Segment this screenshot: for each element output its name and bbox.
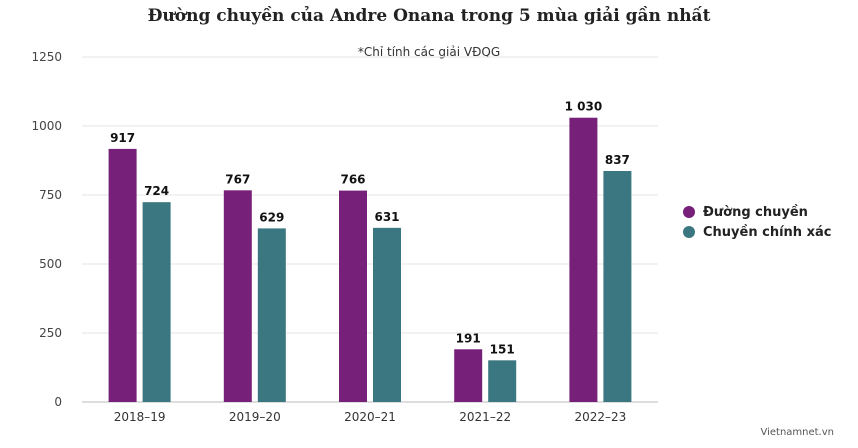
x-tick-label: 2019–20 bbox=[229, 410, 281, 424]
x-tick-label: 2018–19 bbox=[114, 410, 166, 424]
legend-label-accurate-passes: Chuyền chính xác bbox=[703, 224, 832, 240]
bar bbox=[223, 190, 252, 402]
data-label: 631 bbox=[374, 210, 399, 224]
source-credit: Vietnamnet.vn bbox=[760, 427, 834, 438]
y-tick-label: 750 bbox=[39, 188, 62, 202]
bar bbox=[108, 148, 137, 402]
data-label: 1 030 bbox=[565, 100, 603, 114]
x-tick-label: 2021–22 bbox=[459, 410, 511, 424]
bar bbox=[488, 360, 517, 402]
chart-title: Đường chuyền của Andre Onana trong 5 mùa… bbox=[147, 6, 711, 26]
data-label: 724 bbox=[144, 184, 169, 198]
y-tick-label: 1000 bbox=[31, 119, 62, 133]
legend-swatch-accurate-passes bbox=[683, 226, 695, 238]
y-tick-label: 250 bbox=[39, 326, 62, 340]
data-label: 767 bbox=[225, 172, 250, 186]
bar bbox=[339, 190, 367, 402]
chart-subtitle: *Chỉ tính các giải VĐQG bbox=[357, 45, 501, 59]
bar bbox=[569, 117, 598, 402]
bar bbox=[454, 349, 483, 402]
data-label: 191 bbox=[456, 331, 481, 345]
legend-item-passes: Đường chuyền bbox=[683, 202, 831, 222]
data-label: 151 bbox=[490, 342, 515, 356]
data-label: 837 bbox=[605, 153, 630, 167]
y-tick-label: 500 bbox=[39, 257, 62, 271]
legend-label-passes: Đường chuyền bbox=[703, 204, 808, 220]
y-tick-label: 1250 bbox=[31, 50, 62, 64]
bar bbox=[257, 228, 286, 402]
x-tick-label: 2020–21 bbox=[344, 410, 396, 424]
x-tick-label: 2022–23 bbox=[574, 410, 626, 424]
legend-swatch-passes bbox=[683, 206, 695, 218]
data-label: 766 bbox=[340, 173, 365, 187]
legend-item-accurate-passes: Chuyền chính xác bbox=[683, 222, 831, 242]
bar bbox=[373, 227, 401, 402]
data-label: 629 bbox=[259, 210, 284, 224]
bar bbox=[142, 202, 171, 402]
data-label: 917 bbox=[110, 131, 135, 145]
bar bbox=[603, 170, 632, 402]
y-tick-label: 0 bbox=[54, 395, 62, 409]
legend: Đường chuyền Chuyền chính xác bbox=[683, 202, 831, 242]
